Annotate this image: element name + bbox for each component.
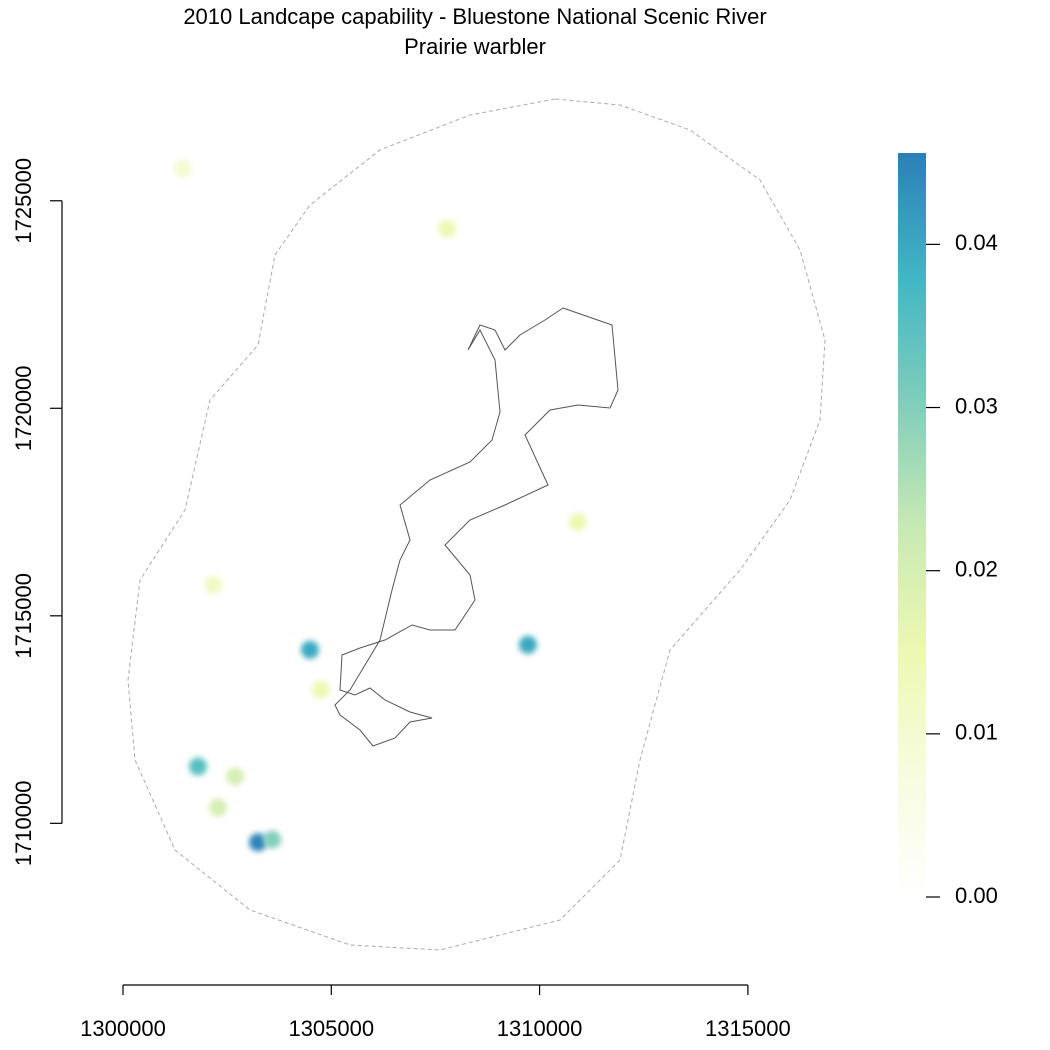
capability-cell bbox=[263, 830, 282, 849]
x-tick-label: 1310000 bbox=[497, 1016, 583, 1041]
chart-subtitle: Prairie warbler bbox=[404, 34, 546, 59]
colorbar-tick-label: 0.04 bbox=[955, 230, 998, 255]
capability-cell bbox=[226, 767, 245, 786]
capability-cell bbox=[188, 757, 207, 776]
capability-cell bbox=[203, 576, 222, 595]
colorbar-tick-label: 0.00 bbox=[955, 883, 998, 908]
y-tick-label: 1720000 bbox=[11, 365, 36, 451]
x-tick-label: 1300000 bbox=[80, 1016, 166, 1041]
capability-cell bbox=[518, 635, 537, 654]
park-boundary bbox=[334, 307, 619, 747]
capability-cell bbox=[311, 680, 330, 699]
capability-cell bbox=[300, 640, 319, 659]
capability-cell bbox=[568, 513, 587, 532]
x-tick-label: 1315000 bbox=[705, 1016, 791, 1041]
x-tick-label: 1305000 bbox=[288, 1016, 374, 1041]
y-tick-label: 1725000 bbox=[11, 158, 36, 244]
colorbar bbox=[898, 153, 926, 897]
colorbar-tick-label: 0.03 bbox=[955, 393, 998, 418]
chart-title: 2010 Landcape capability - Bluestone Nat… bbox=[183, 4, 766, 29]
y-tick-label: 1715000 bbox=[11, 573, 36, 659]
capability-cell bbox=[438, 219, 457, 238]
buffer-outline bbox=[127, 98, 826, 951]
colorbar-tick-label: 0.01 bbox=[955, 720, 998, 745]
y-tick-label: 1710000 bbox=[11, 781, 36, 867]
capability-cell bbox=[248, 833, 267, 852]
capability-cell bbox=[173, 159, 192, 178]
capability-cell bbox=[208, 798, 227, 817]
colorbar-tick-label: 0.02 bbox=[955, 556, 998, 581]
